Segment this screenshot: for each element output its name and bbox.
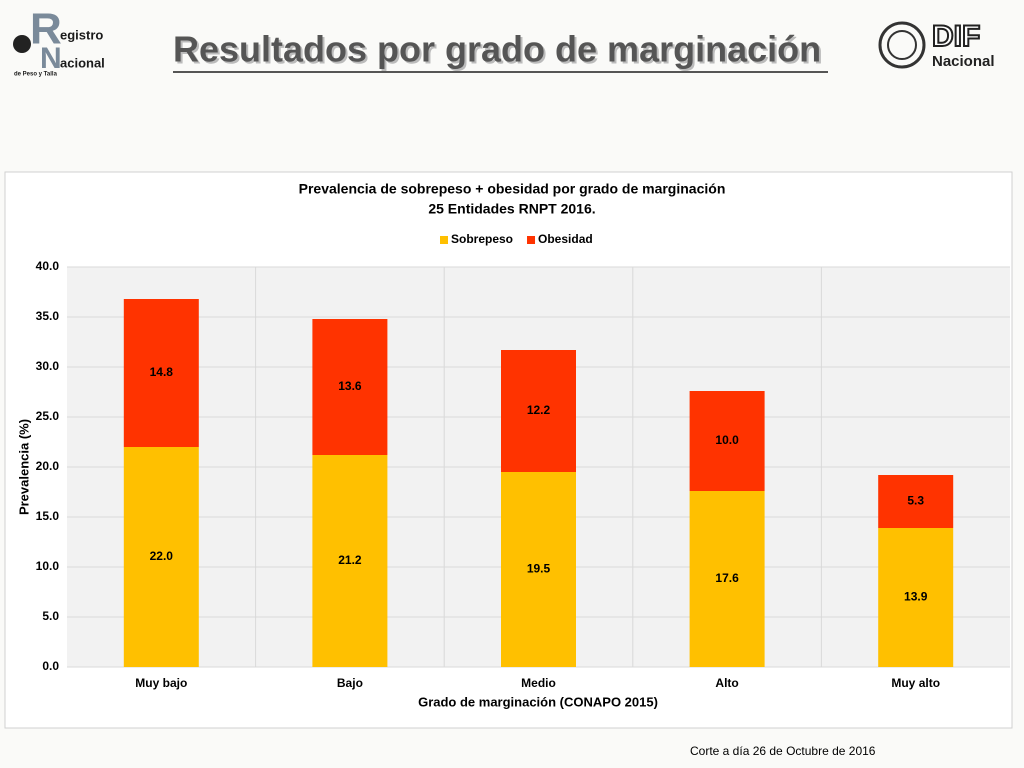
bar-segment — [312, 455, 388, 667]
bar-segment — [689, 391, 765, 491]
x-tick-label: Bajo — [337, 676, 363, 690]
legend-swatch — [527, 236, 536, 244]
data-label: 19.5 — [527, 562, 551, 576]
data-label: 17.6 — [715, 571, 739, 585]
logo-initial: R — [30, 5, 62, 54]
x-axis-title: Grado de marginación (CONAPO 2015) — [418, 694, 658, 709]
logo-seal — [878, 21, 926, 69]
slide-title: Resultados por grado de marginación — [173, 29, 821, 70]
bar-segment — [123, 447, 199, 667]
title-shadow: Resultados por grado de marginación — [175, 31, 823, 72]
logo-word: Nacional — [932, 53, 995, 70]
y-tick-label: 30.0 — [36, 359, 60, 373]
legend-label: Sobrepeso — [451, 232, 513, 246]
logo-word: DIF — [932, 20, 980, 53]
y-axis-title: Prevalencia (%) — [16, 419, 31, 515]
logo-seal — [887, 30, 917, 60]
y-tick-label: 5.0 — [42, 609, 59, 623]
logo-subtitle: de Peso y Talla — [14, 72, 58, 78]
data-label: 13.9 — [904, 590, 928, 604]
chart-title: Prevalencia de sobrepeso + obesidad por … — [299, 181, 726, 197]
legend-swatch — [440, 236, 448, 244]
logo-right: DIF Nacional — [878, 19, 995, 70]
x-tick-label: Muy bajo — [135, 676, 187, 690]
logo-word: egistro — [60, 27, 103, 42]
data-label: 21.2 — [338, 553, 362, 567]
logo-initial: N — [40, 42, 62, 75]
bar-segment — [312, 319, 388, 455]
bar-segment — [123, 299, 199, 447]
data-label: 22.0 — [150, 549, 174, 563]
logo-figure — [13, 35, 31, 53]
bar-segment — [501, 472, 576, 667]
y-tick-label: 20.0 — [36, 459, 60, 473]
y-tick-label: 15.0 — [36, 509, 60, 523]
data-label: 14.8 — [150, 365, 174, 379]
y-tick-label: 10.0 — [36, 559, 60, 573]
data-label: 13.6 — [338, 379, 362, 393]
y-tick-label: 40.0 — [36, 259, 60, 273]
bar-segment — [501, 350, 576, 472]
logo-left: R egistro N acional de Peso y Talla — [13, 5, 105, 78]
x-tick-label: Medio — [521, 676, 556, 690]
footer: Corte a día 26 de Octubre de 2016 — [690, 744, 876, 758]
data-label: 10.0 — [715, 433, 739, 447]
bar-segment — [878, 475, 954, 528]
y-tick-label: 0.0 — [42, 659, 59, 673]
y-tick-label: 25.0 — [36, 409, 60, 423]
data-label: 5.3 — [907, 494, 924, 508]
legend-label: Obesidad — [538, 232, 593, 246]
data-label: 12.2 — [527, 403, 551, 417]
logo-word: acional — [60, 55, 105, 70]
bar-segment — [689, 491, 765, 667]
y-tick-label: 35.0 — [36, 309, 60, 323]
x-tick-label: Alto — [715, 676, 738, 690]
chart-subtitle: 25 Entidades RNPT 2016. — [428, 201, 595, 217]
bar-segment — [878, 528, 954, 667]
x-tick-label: Muy alto — [891, 676, 940, 690]
